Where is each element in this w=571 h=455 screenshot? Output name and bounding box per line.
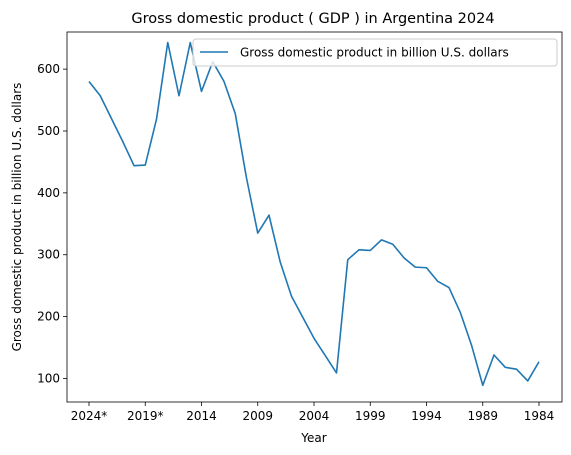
x-axis-ticks: 2024* 2019* 2014 2009 2004 1999 1994 1989 1984 [71,402,555,423]
series-line-gdp [88,41,540,387]
legend: Gross domestic product in billion U.S. d… [192,38,558,67]
x-tick-label: 1994 [411,409,442,423]
x-tick-label: 1984 [524,409,555,423]
x-tick-label: 2009 [242,409,273,423]
x-tick-label: 1989 [467,409,498,423]
chart-title: Gross domestic product ( GDP ) in Argent… [131,11,494,27]
plot-area [67,32,562,402]
x-tick-label: 1999 [355,409,386,423]
y-tick-label: 400 [37,186,60,200]
y-axis-label: Gross domestic product in billion U.S. d… [10,83,24,352]
x-axis-label: Year [300,431,326,445]
legend-box [192,38,558,67]
y-tick-label: 300 [37,248,60,262]
x-tick-label: 2019* [127,409,164,423]
plot-frame [66,31,563,403]
y-tick-label: 200 [37,310,60,324]
x-tick-label: 2014 [186,409,217,423]
legend-label: Gross domestic product in billion U.S. d… [240,46,509,60]
y-axis-ticks: 100 200 300 400 500 600 [37,62,67,385]
y-tick-label: 600 [37,62,60,76]
y-tick-label: 100 [37,371,60,385]
x-tick-label: 2004 [299,409,330,423]
x-tick-label: 2024* [71,409,108,423]
y-tick-label: 500 [37,124,60,138]
